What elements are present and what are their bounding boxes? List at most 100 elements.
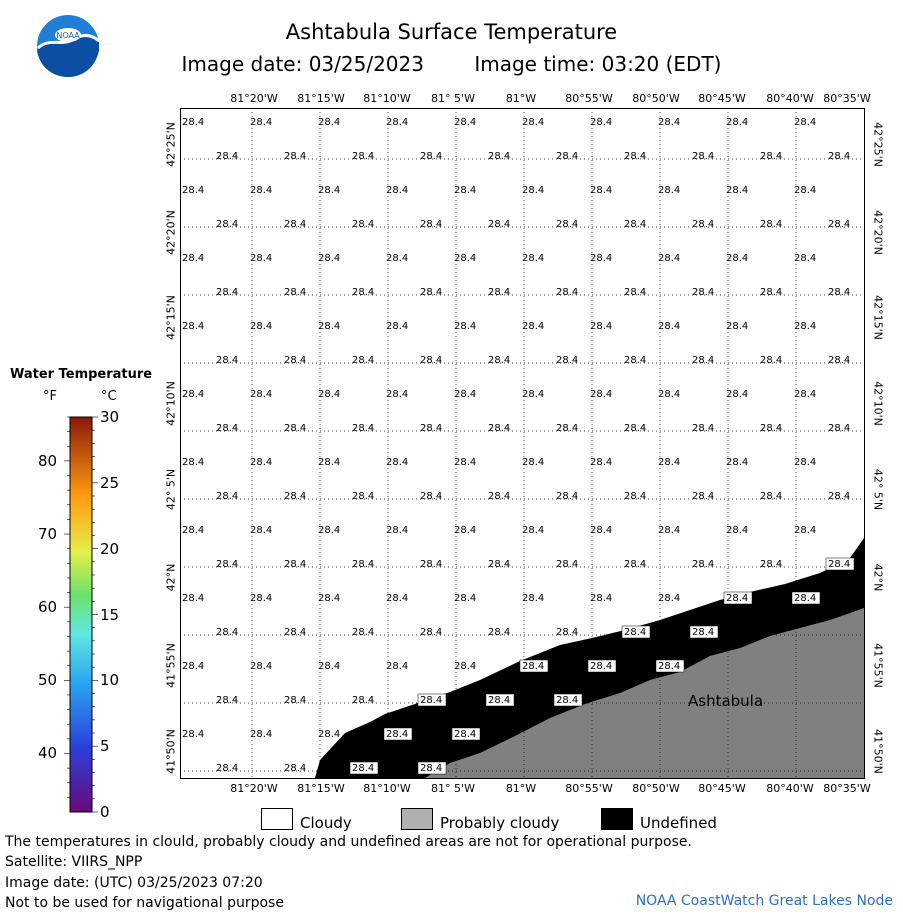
temperature-value: 28.4 <box>488 423 510 434</box>
temperature-value: 28.4 <box>590 593 612 604</box>
temperature-value: 28.4 <box>284 763 306 774</box>
temperature-value: 28.4 <box>318 321 340 332</box>
temperature-value: 28.4 <box>352 151 374 162</box>
credit-link[interactable]: NOAA CoastWatch Great Lakes Node <box>635 893 893 909</box>
temperature-value: 28.4 <box>522 389 544 400</box>
legend-label: Undefined <box>640 814 717 832</box>
temperature-value: 28.4 <box>352 423 374 434</box>
longitude-label: 80°55'W <box>565 92 613 105</box>
temperature-value: 28.4 <box>250 117 272 128</box>
temperature-value: 28.4 <box>658 321 680 332</box>
temperature-value: 28.4 <box>386 389 408 400</box>
temperature-value: 28.4 <box>726 389 748 400</box>
longitude-label: 80°55'W <box>565 782 613 795</box>
longitude-label: 80°35'W <box>823 782 871 795</box>
temperature-value: 28.4 <box>386 525 408 536</box>
temperature-value: 28.4 <box>556 491 578 502</box>
fahrenheit-tick-label: 70 <box>38 525 58 544</box>
temperature-value: 28.4 <box>420 559 442 570</box>
temperature-value: 28.4 <box>726 457 748 468</box>
temperature-value: 28.4 <box>692 423 714 434</box>
color-scale-bar <box>64 416 98 813</box>
temperature-value: 28.4 <box>216 355 238 366</box>
temperature-value: 28.4 <box>794 525 816 536</box>
temperature-value: 28.4 <box>590 253 612 264</box>
temperature-value: 28.4 <box>454 253 476 264</box>
temperature-label-box <box>553 693 583 707</box>
temperature-value: 28.4 <box>556 355 578 366</box>
temperature-value: 28.4 <box>454 457 476 468</box>
temperature-label-box <box>417 693 447 707</box>
temperature-value: 28.4 <box>624 151 646 162</box>
longitude-label: 81° 5'W <box>431 92 475 105</box>
celsius-tick-label: 5 <box>100 737 110 756</box>
temperature-value: 28.4 <box>454 321 476 332</box>
temperature-value: 28.4 <box>182 253 204 264</box>
temperature-value: 28.4 <box>454 117 476 128</box>
temperature-label-box <box>689 625 719 639</box>
temperature-value: 28.4 <box>556 559 578 570</box>
temperature-value: 28.4 <box>522 253 544 264</box>
temperature-value: 28.4 <box>692 355 714 366</box>
temperature-value: 28.4 <box>726 525 748 536</box>
temperature-value: 28.4 <box>692 151 714 162</box>
temperature-value: 28.4 <box>284 491 306 502</box>
temperature-value: 28.4 <box>454 661 476 672</box>
latitude-label: 42°10'N <box>164 381 178 426</box>
temperature-label-box <box>383 727 413 741</box>
celsius-tick-label: 0 <box>100 803 110 821</box>
temperature-value: 28.4 <box>488 491 510 502</box>
temperature-value: 28.4 <box>420 287 442 298</box>
temperature-value: 28.4 <box>590 117 612 128</box>
temperature-value: 28.4 <box>318 593 340 604</box>
temperature-value: 28.4 <box>250 389 272 400</box>
temperature-value: 28.4 <box>726 253 748 264</box>
temperature-value: 28.4 <box>216 763 238 774</box>
latitude-label: 42°N <box>164 563 178 592</box>
temperature-label-box <box>587 659 617 673</box>
temperature-value: 28.4 <box>760 355 782 366</box>
temperature-value: 28.4 <box>216 287 238 298</box>
temperature-value: 28.4 <box>284 627 306 638</box>
temperature-value: 28.4 <box>556 695 578 706</box>
temperature-value: 28.4 <box>522 321 544 332</box>
temperature-value: 28.4 <box>726 117 748 128</box>
temperature-value: 28.4 <box>318 729 340 740</box>
temperature-value: 28.4 <box>318 457 340 468</box>
temperature-value: 28.4 <box>420 219 442 230</box>
temperature-value: 28.4 <box>522 457 544 468</box>
temperature-value: 28.4 <box>726 321 748 332</box>
temperature-value: 28.4 <box>216 423 238 434</box>
temperature-value: 28.4 <box>522 525 544 536</box>
temperature-value: 28.4 <box>352 627 374 638</box>
latitude-label: 42°15'N <box>164 295 178 340</box>
temperature-value: 28.4 <box>250 185 272 196</box>
temperature-value: 28.4 <box>352 219 374 230</box>
longitude-label: 80°40'W <box>766 92 814 105</box>
temperature-value: 28.4 <box>182 525 204 536</box>
temperature-label-box <box>349 761 379 775</box>
temperature-label-box <box>825 557 855 571</box>
celsius-tick-label: 10 <box>100 671 120 690</box>
latitude-label: 41°50'N <box>871 729 885 774</box>
temperature-value: 28.4 <box>182 321 204 332</box>
temperature-value: 28.4 <box>760 287 782 298</box>
temperature-value: 28.4 <box>386 661 408 672</box>
navigation-warning: Not to be used for navigational purpose <box>5 895 284 911</box>
temperature-value: 28.4 <box>454 593 476 604</box>
image-datetime: Image date: 03/25/2023 Image time: 03:20… <box>0 52 903 76</box>
temperature-value: 28.4 <box>624 491 646 502</box>
temperature-value: 28.4 <box>454 525 476 536</box>
map-frame <box>180 108 865 779</box>
temperature-value: 28.4 <box>318 253 340 264</box>
temperature-value: 28.4 <box>182 457 204 468</box>
temperature-value: 28.4 <box>352 287 374 298</box>
celsius-tick-label: 25 <box>100 473 120 492</box>
logo-text: NOAA <box>56 31 80 40</box>
temperature-value: 28.4 <box>250 321 272 332</box>
cloud-patch <box>530 646 540 654</box>
temperature-value: 28.4 <box>250 661 272 672</box>
temperature-value: 28.4 <box>828 219 850 230</box>
temperature-value: 28.4 <box>352 559 374 570</box>
latitude-label: 42°N <box>871 563 885 592</box>
